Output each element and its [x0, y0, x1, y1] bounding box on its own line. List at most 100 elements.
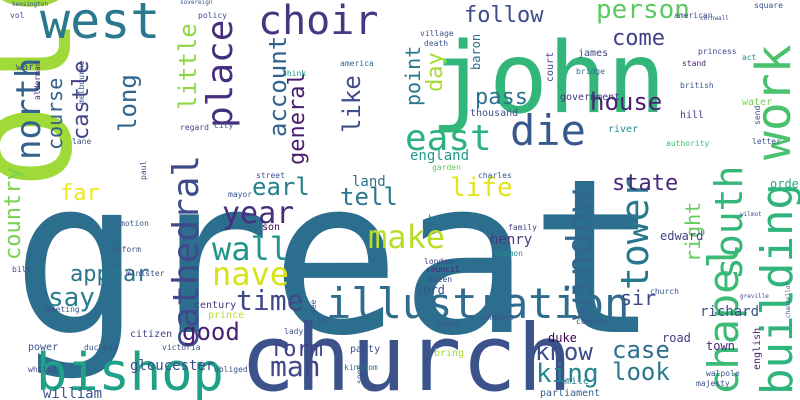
- word-royal: royal: [436, 319, 460, 328]
- word-general: general: [285, 72, 310, 165]
- word-hill: hill: [680, 110, 704, 121]
- word-time: time: [236, 284, 303, 317]
- word-victoria: victoria: [162, 343, 201, 352]
- word-chapel: chapel: [699, 243, 748, 395]
- word-regard: regard: [180, 123, 209, 132]
- word-street: street: [256, 171, 285, 180]
- word-church: church: [650, 287, 679, 296]
- word-earl: earl: [252, 173, 310, 201]
- word-motion: motion: [120, 219, 149, 228]
- word-life: life: [450, 173, 513, 203]
- word-london: london: [424, 257, 453, 266]
- word-tower: tower: [613, 176, 657, 290]
- word-like: like: [338, 75, 366, 133]
- word-bring: bring: [434, 348, 464, 359]
- word-bishop: bishop: [36, 343, 224, 400]
- word-river: river: [608, 124, 638, 135]
- word-henry: henry: [490, 232, 532, 248]
- word-see: see: [309, 299, 318, 314]
- word-look: look: [612, 358, 670, 386]
- word-england: england: [410, 148, 469, 164]
- word-bridge: bridge: [576, 67, 605, 76]
- word-castle: castle: [69, 61, 94, 140]
- word-son: son: [262, 222, 280, 233]
- word-work: work: [746, 44, 800, 160]
- word-edward: edward: [660, 229, 703, 243]
- word-appear: appear: [70, 262, 149, 287]
- word-vol: vol: [10, 11, 25, 20]
- word-know: know: [535, 338, 593, 366]
- word-old: old: [0, 0, 105, 190]
- word-course: course: [43, 78, 67, 150]
- word-american: american: [674, 11, 713, 20]
- word-house: house: [590, 88, 662, 116]
- word-mile: mile: [565, 376, 589, 387]
- word-commons: commons: [480, 313, 514, 322]
- word-wall: wall: [212, 230, 289, 268]
- word-reform: reform: [112, 245, 141, 254]
- word-long: long: [114, 74, 142, 132]
- word-case: case: [612, 336, 670, 364]
- word-city: city: [214, 121, 233, 130]
- word-walpole: walpole: [706, 369, 740, 378]
- word-lane: lane: [72, 137, 91, 146]
- word-alderman: alderman: [33, 61, 42, 100]
- word-pass: pass: [475, 85, 528, 110]
- word-garden: garden: [432, 163, 461, 172]
- word-common: common: [494, 249, 523, 258]
- word-building: building: [752, 183, 800, 395]
- word-cathedral: cathedral: [166, 155, 207, 350]
- word-charles: charles: [478, 171, 512, 180]
- word-place: place: [200, 20, 241, 128]
- word-century: century: [194, 300, 236, 311]
- word-country: country: [1, 167, 26, 260]
- word-church: church: [240, 305, 572, 400]
- word-follow: follow: [464, 3, 544, 28]
- word-whilst: whilst: [28, 365, 57, 374]
- word-war: war: [16, 62, 34, 73]
- word-make: make: [368, 218, 445, 256]
- word-act: act: [742, 53, 757, 62]
- word-person: person: [596, 0, 690, 25]
- word-kingdom: kingdom: [344, 363, 378, 372]
- word-chancellor: chancellor: [785, 281, 792, 318]
- word-man: man: [270, 350, 321, 383]
- word-parliament: parliament: [540, 388, 600, 399]
- word-sovereign: sovereign: [180, 0, 213, 6]
- word-great: great: [12, 132, 659, 383]
- word-government: government: [560, 92, 620, 103]
- word-soon: soon: [355, 365, 364, 384]
- word-wilmot: wilmot: [740, 211, 762, 218]
- word-policy: policy: [198, 11, 227, 20]
- word-company: company: [576, 317, 610, 326]
- word-council: council: [426, 265, 460, 274]
- word-baron: baron: [469, 34, 483, 70]
- word-lord: lord: [416, 283, 445, 297]
- word-village: village: [420, 29, 454, 38]
- word-illustration: illustration: [326, 279, 629, 328]
- word-account: account: [264, 36, 292, 137]
- word-good: good: [182, 318, 240, 346]
- word-order: order: [770, 177, 800, 191]
- word-family: family: [508, 223, 537, 232]
- word-choir: choir: [258, 0, 378, 44]
- word-west: west: [40, 0, 160, 50]
- word-land: land: [352, 174, 386, 190]
- word-water: water: [742, 97, 772, 108]
- word-window: window: [560, 190, 601, 320]
- word-duchess: duchess: [84, 343, 118, 352]
- word-melbourne: melbourne: [77, 60, 86, 104]
- word-duke: duke: [548, 331, 577, 345]
- word-cornwall: cornwall: [700, 15, 729, 22]
- word-east: east: [405, 118, 492, 159]
- word-day: day: [423, 52, 448, 92]
- word-sir: sir: [620, 286, 656, 310]
- word-gloucester: gloucester: [130, 358, 214, 374]
- word-think: think: [282, 69, 306, 78]
- word-obliged: obliged: [214, 365, 248, 374]
- word-stand: stand: [682, 59, 706, 68]
- word-bill: bill: [12, 265, 31, 274]
- word-right: right: [681, 202, 705, 262]
- word-road: road: [662, 331, 691, 345]
